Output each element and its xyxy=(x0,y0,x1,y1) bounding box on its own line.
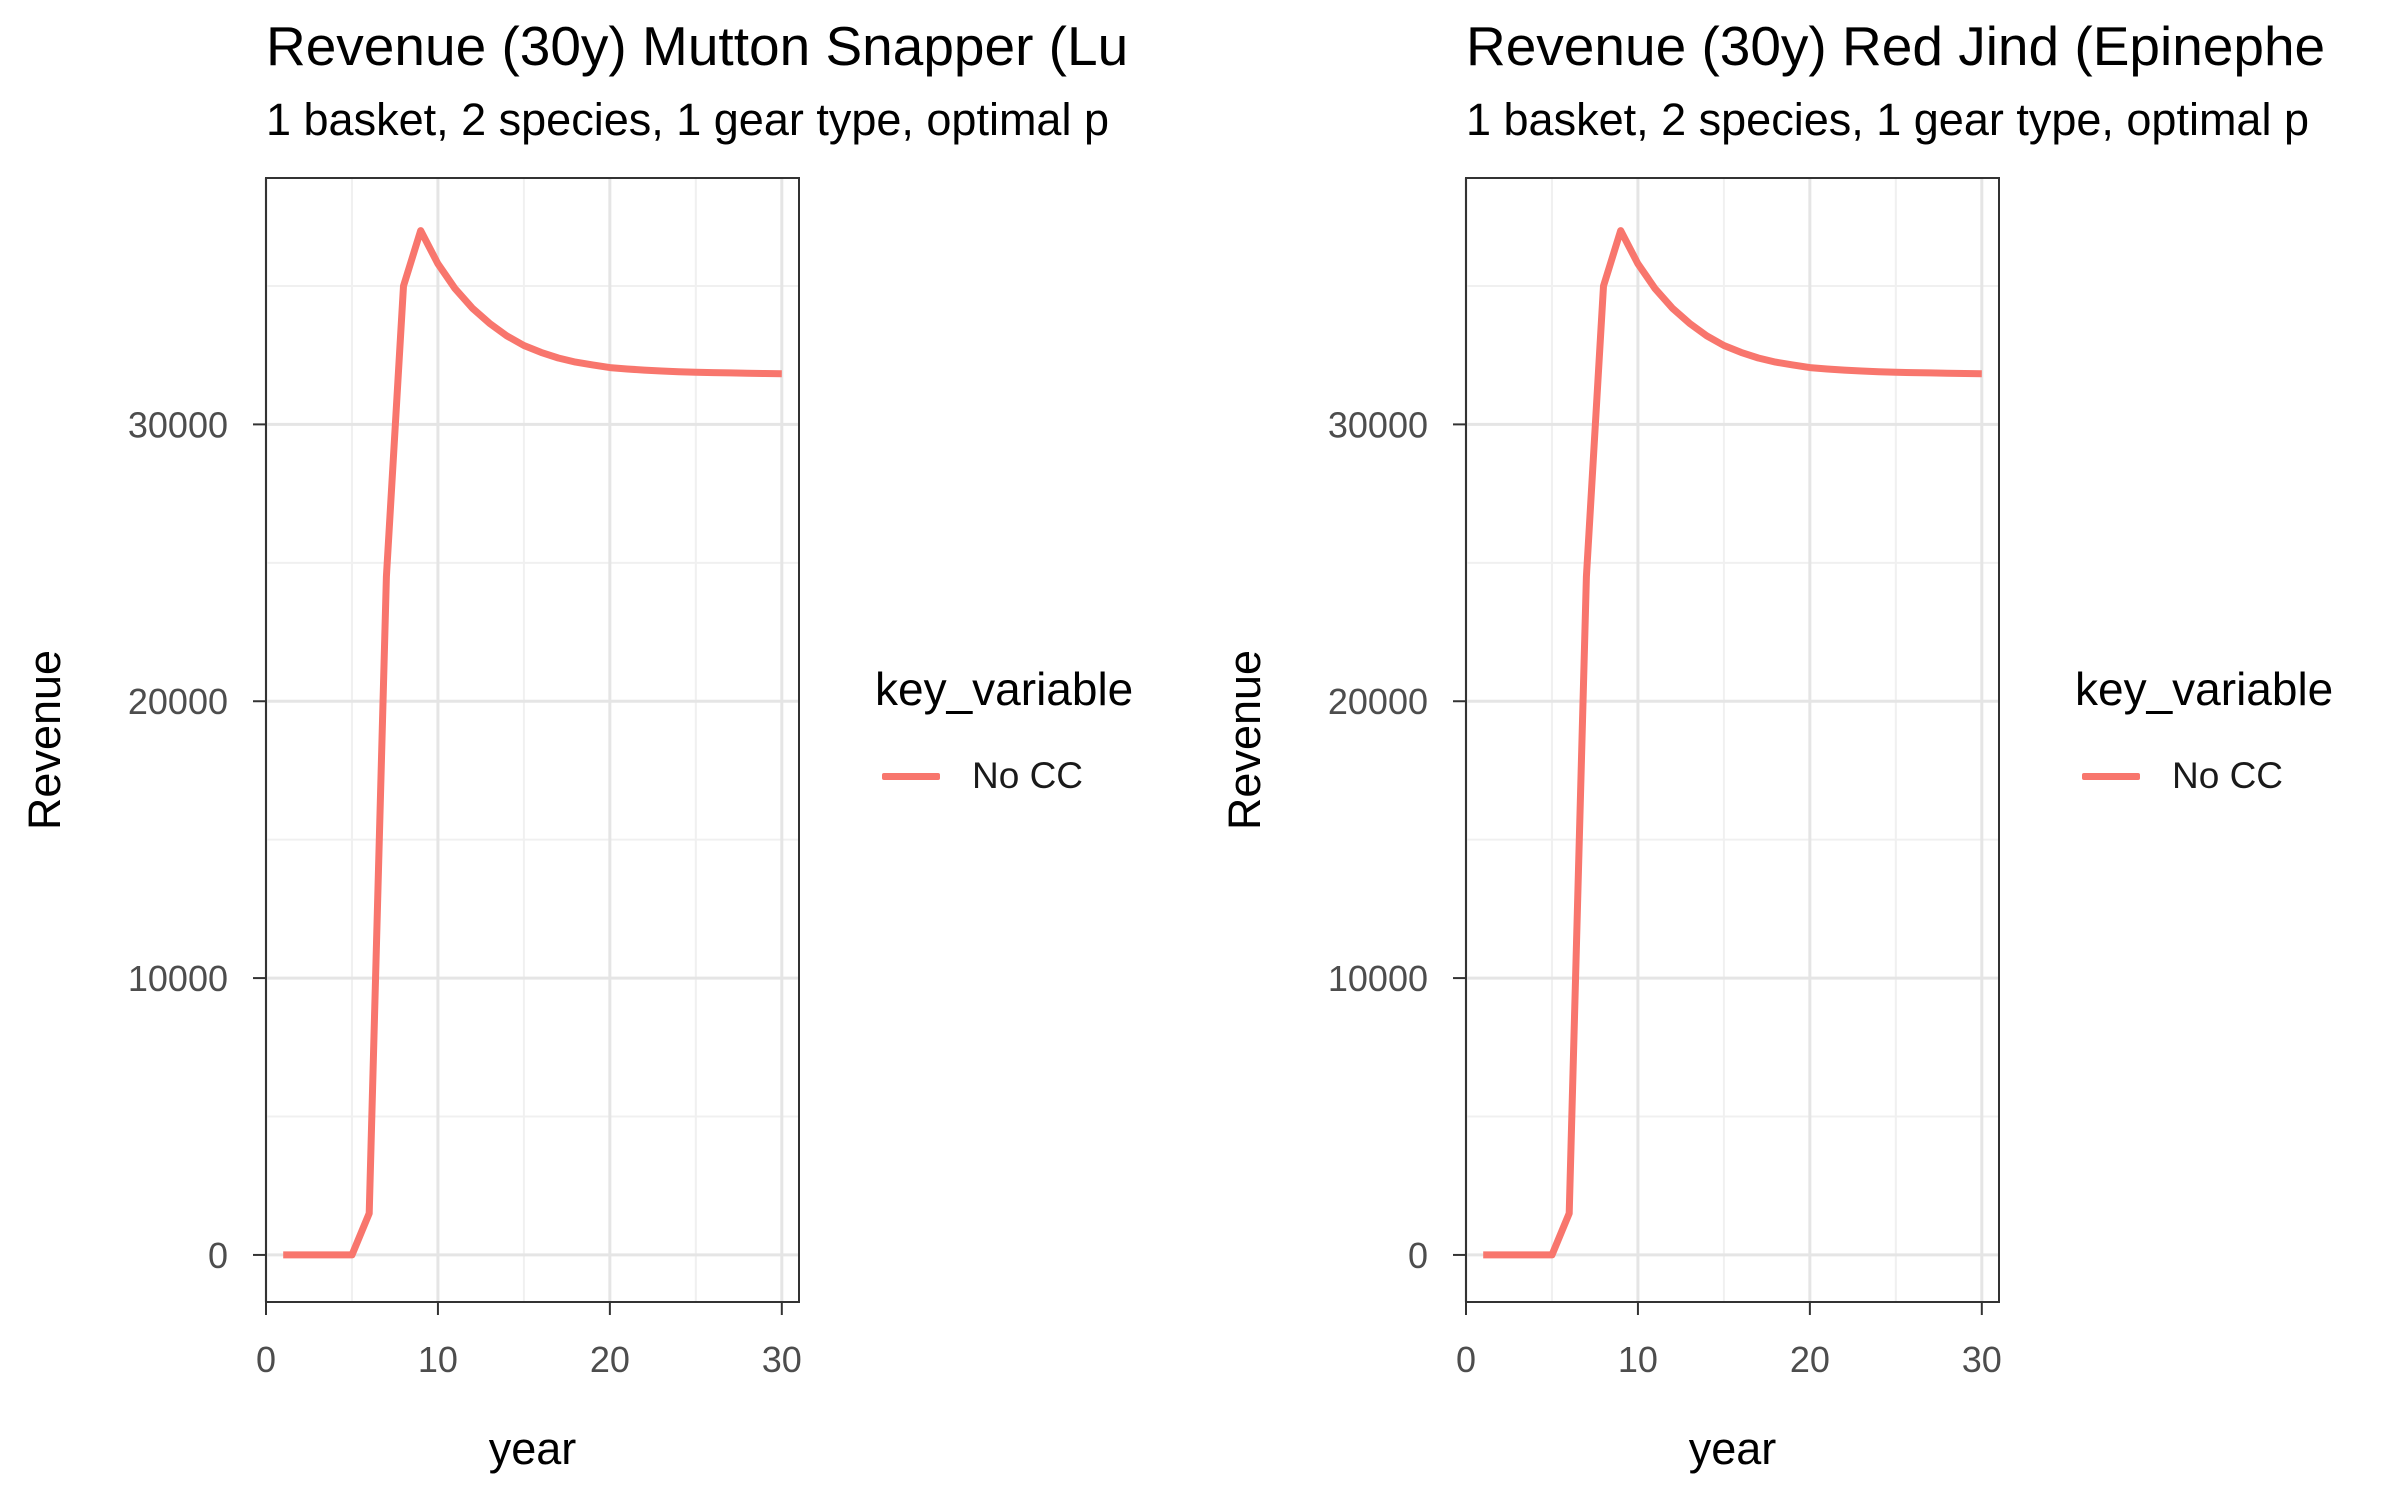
y-tick-label: 10000 xyxy=(128,958,228,999)
legend-label-no-cc: No CC xyxy=(972,755,1084,796)
legend-key-no-cc xyxy=(882,773,940,780)
legend-title: key_variable xyxy=(2075,663,2334,715)
series-line xyxy=(1483,227,1982,1259)
x-tick-label: 10 xyxy=(418,1339,458,1380)
plot-area: 0 10 20 30 0 10000 20000 30000 year Revenue xyxy=(19,177,802,1474)
chart-title: Revenue (30y) Mutton Snapper (Lu xyxy=(266,15,1129,77)
chart-panel-mutton-snapper: Revenue (30y) Mutton Snapper (Lu 1 baske… xyxy=(19,15,1134,1474)
y-tick-label: 30000 xyxy=(128,404,228,445)
x-axis-title: year xyxy=(1689,1423,1777,1474)
chart-title: Revenue (30y) Red Jind (Epinephe xyxy=(1466,15,2326,77)
x-tick-label: 20 xyxy=(1790,1339,1830,1380)
legend-label-no-cc: No CC xyxy=(2172,755,2284,796)
legend-key-no-cc xyxy=(2082,773,2140,780)
y-tick-label: 0 xyxy=(208,1235,228,1276)
y-axis-title: Revenue xyxy=(1219,650,1270,830)
x-axis-title: year xyxy=(489,1423,577,1474)
y-tick-label: 10000 xyxy=(1328,958,1428,999)
x-tick-label: 20 xyxy=(590,1339,630,1380)
x-tick-label: 0 xyxy=(256,1339,276,1380)
chart-subtitle: 1 basket, 2 species, 1 gear type, optima… xyxy=(266,94,1109,145)
x-tick-label: 10 xyxy=(1618,1339,1658,1380)
x-tick-label: 0 xyxy=(1456,1339,1476,1380)
y-tick-label: 0 xyxy=(1408,1235,1428,1276)
y-axis-title: Revenue xyxy=(19,650,70,830)
plot-area: 0 10 20 30 0 10000 20000 30000 year Revenue xyxy=(1219,177,2002,1474)
legend-title: key_variable xyxy=(875,663,1134,715)
y-tick-label: 20000 xyxy=(1328,681,1428,722)
chart-subtitle: 1 basket, 2 species, 1 gear type, optima… xyxy=(1466,94,2309,145)
chart-panel-red-jind: Revenue (30y) Red Jind (Epinephe 1 baske… xyxy=(1200,0,2400,1500)
plot-border xyxy=(265,177,800,1303)
x-tick-label: 30 xyxy=(762,1339,802,1380)
y-tick-label: 20000 xyxy=(128,681,228,722)
x-tick-label: 30 xyxy=(1962,1339,2002,1380)
plot-border xyxy=(1465,177,2000,1303)
y-tick-label: 30000 xyxy=(1328,404,1428,445)
series-line xyxy=(283,227,782,1259)
